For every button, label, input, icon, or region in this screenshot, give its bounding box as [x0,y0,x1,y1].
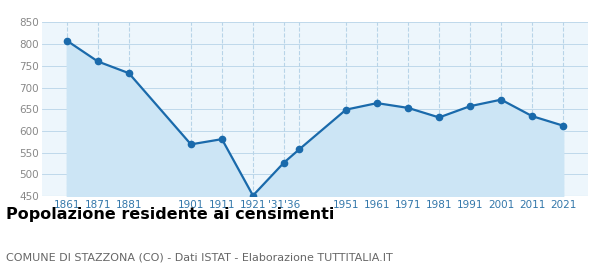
Text: COMUNE DI STAZZONA (CO) - Dati ISTAT - Elaborazione TUTTITALIA.IT: COMUNE DI STAZZONA (CO) - Dati ISTAT - E… [6,252,393,262]
Text: Popolazione residente ai censimenti: Popolazione residente ai censimenti [6,207,334,222]
